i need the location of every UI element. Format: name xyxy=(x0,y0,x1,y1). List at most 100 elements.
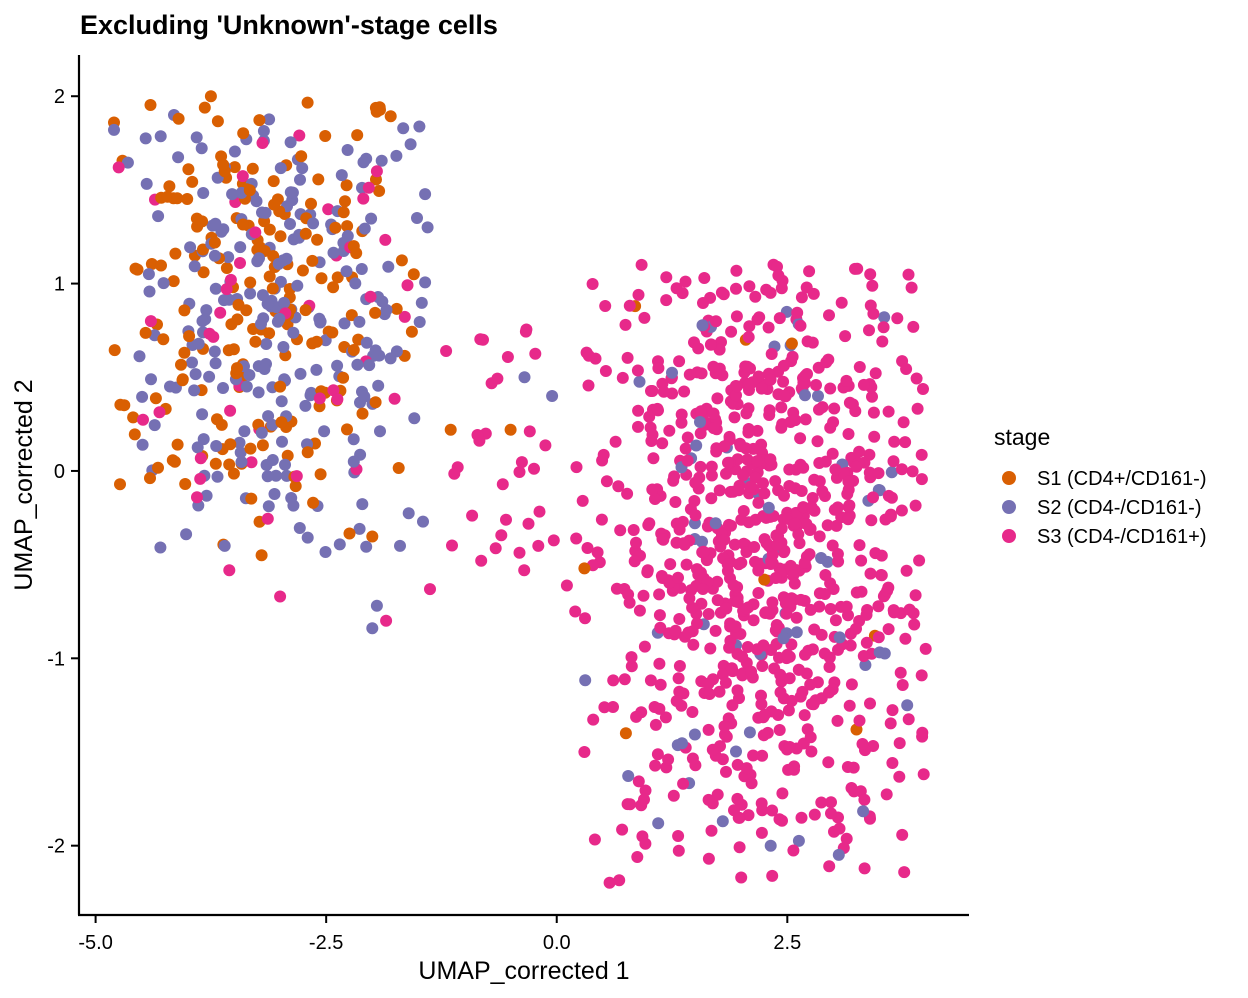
data-point xyxy=(533,505,546,518)
data-point xyxy=(281,449,294,462)
legend: stage S1 (CD4+/CD161-) S2 (CD4-/CD161-) S3… xyxy=(994,424,1207,548)
data-point xyxy=(209,282,222,295)
data-point xyxy=(333,538,346,551)
data-point xyxy=(318,425,331,438)
data-point xyxy=(903,603,916,616)
data-point xyxy=(872,631,885,644)
data-point xyxy=(222,344,235,357)
data-point xyxy=(218,539,231,552)
data-point xyxy=(234,257,246,269)
data-point xyxy=(771,538,784,551)
data-point xyxy=(766,804,779,817)
data-point xyxy=(755,826,768,839)
data-point xyxy=(902,268,915,281)
data-point xyxy=(266,454,279,466)
data-point xyxy=(209,457,222,470)
data-point xyxy=(149,392,162,405)
data-point xyxy=(787,844,800,857)
data-point xyxy=(722,456,734,469)
data-point xyxy=(274,380,287,393)
data-point xyxy=(198,101,211,114)
data-point xyxy=(777,359,790,372)
data-point xyxy=(277,341,290,353)
data-point xyxy=(144,99,157,111)
data-point xyxy=(663,576,676,589)
data-point xyxy=(793,537,806,550)
data-point xyxy=(136,438,149,451)
data-point xyxy=(704,338,717,351)
data-point xyxy=(679,275,692,288)
data-point xyxy=(662,753,675,766)
data-point xyxy=(783,480,796,492)
data-point xyxy=(600,475,613,488)
data-point xyxy=(779,597,792,610)
data-point xyxy=(208,236,221,249)
data-point xyxy=(274,162,287,175)
data-point xyxy=(863,448,876,461)
data-point xyxy=(366,622,379,635)
data-point xyxy=(755,698,768,711)
data-point xyxy=(915,473,928,486)
data-point xyxy=(868,430,881,443)
data-point xyxy=(194,452,207,465)
data-point xyxy=(183,330,196,343)
data-point xyxy=(337,206,350,219)
data-point xyxy=(793,663,805,676)
data-point xyxy=(197,187,210,199)
data-point xyxy=(749,290,762,303)
data-point xyxy=(860,608,873,621)
data-point xyxy=(706,743,719,756)
data-point xyxy=(255,549,268,562)
data-point xyxy=(628,555,641,568)
data-point xyxy=(731,380,743,393)
data-point xyxy=(725,662,738,675)
data-point xyxy=(581,542,594,554)
data-point xyxy=(622,588,635,601)
data-point xyxy=(234,446,247,459)
data-point xyxy=(910,372,923,385)
data-point xyxy=(833,631,846,644)
data-point xyxy=(312,173,325,186)
data-point xyxy=(305,197,317,210)
data-point xyxy=(853,714,866,727)
legend-label: S3 (CD4-/CD161+) xyxy=(1037,526,1207,548)
data-point xyxy=(847,761,860,774)
data-point xyxy=(830,519,843,532)
data-point xyxy=(369,396,382,409)
data-point xyxy=(631,364,644,377)
x-axis-title: UMAP_corrected 1 xyxy=(418,957,629,985)
data-point xyxy=(916,726,929,739)
data-point xyxy=(523,425,536,438)
data-point xyxy=(740,407,753,420)
data-point xyxy=(686,601,699,614)
y-tick-label: 2 xyxy=(54,86,65,108)
data-point xyxy=(789,414,802,427)
data-point xyxy=(319,130,332,142)
data-point xyxy=(727,579,740,592)
data-point xyxy=(261,297,274,310)
data-point xyxy=(679,442,692,455)
data-point xyxy=(720,602,733,615)
data-point xyxy=(782,763,795,776)
data-point xyxy=(694,460,707,473)
data-point xyxy=(197,266,210,279)
data-point xyxy=(735,871,748,884)
data-point xyxy=(598,701,611,714)
data-point xyxy=(745,665,758,678)
data-point xyxy=(599,365,612,377)
data-point xyxy=(491,372,504,385)
data-point xyxy=(772,269,785,282)
data-point xyxy=(651,402,664,415)
data-point xyxy=(728,411,741,424)
data-point xyxy=(370,105,383,118)
data-point xyxy=(702,677,715,690)
data-point xyxy=(753,311,766,324)
data-point xyxy=(384,352,397,365)
data-point xyxy=(840,374,853,387)
data-point xyxy=(875,549,888,562)
data-point xyxy=(228,145,241,158)
data-point xyxy=(353,315,366,328)
data-point xyxy=(355,263,368,275)
data-point xyxy=(646,385,659,397)
data-point xyxy=(823,651,836,664)
